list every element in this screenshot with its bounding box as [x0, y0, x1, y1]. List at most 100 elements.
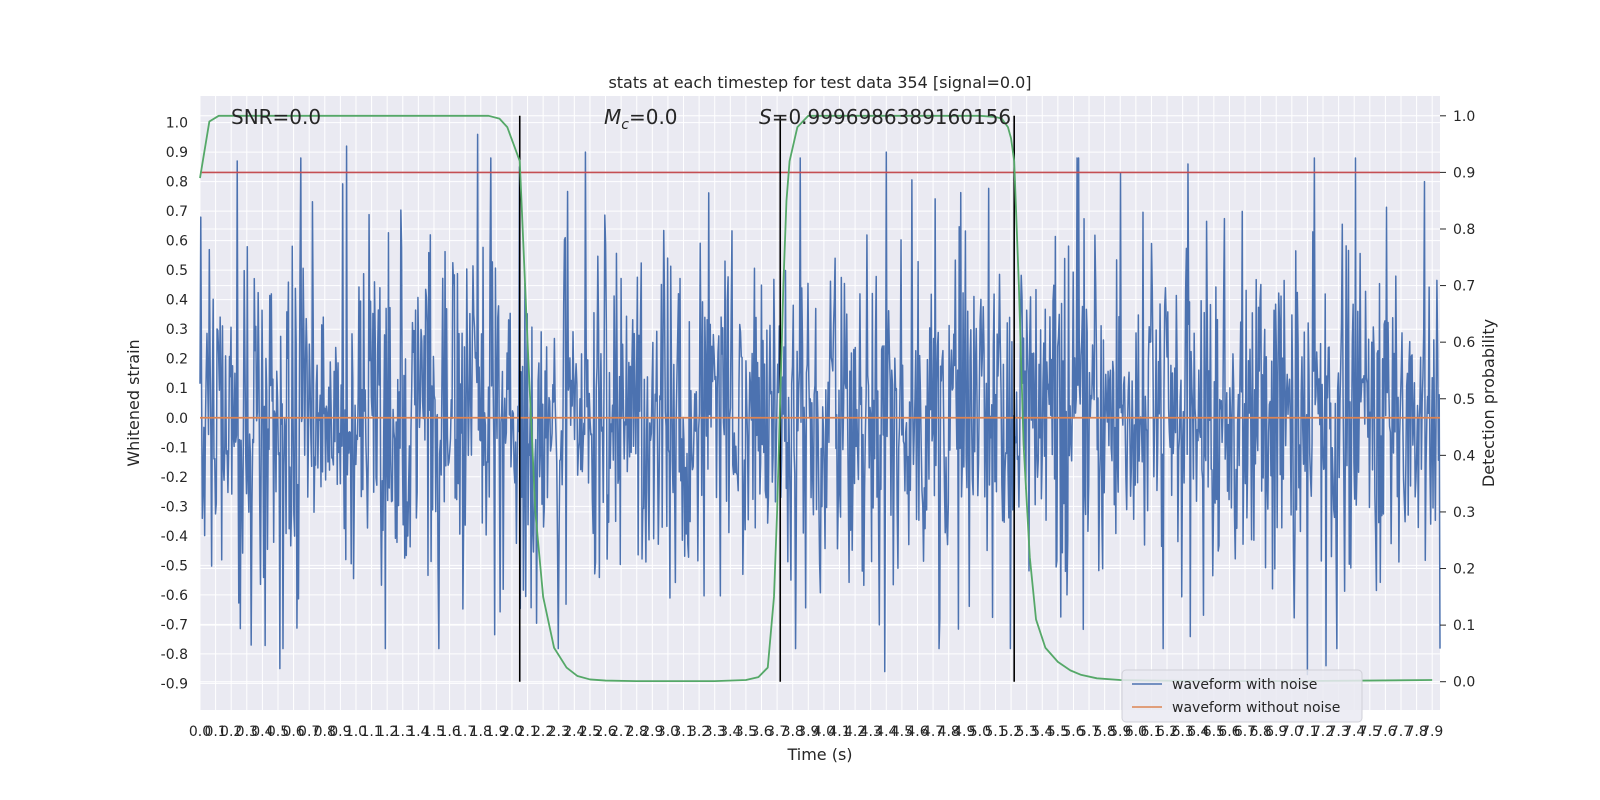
chart-title: stats at each timestep for test data 354… — [608, 73, 1031, 92]
y-tick-label: 0.4 — [166, 293, 188, 309]
x-tick-label: 0.5 — [267, 724, 289, 740]
legend-label-noise: waveform with noise — [1172, 677, 1317, 693]
x-tick-label: 4.1 — [828, 724, 850, 740]
y-tick-label: 0.6 — [166, 234, 188, 250]
x-tick-label: 5.4 — [1031, 724, 1053, 740]
x-tick-label: 6.4 — [1187, 724, 1209, 740]
x-tick-label: 7.9 — [1421, 724, 1443, 740]
legend-label-clean: waveform without noise — [1172, 700, 1340, 716]
x-tick-label: 6.8 — [1249, 724, 1271, 740]
x-tick-label: 0.2 — [220, 724, 242, 740]
x-tick-label: 5.1 — [984, 724, 1006, 740]
y2-tick-label: 0.2 — [1453, 562, 1475, 578]
y-axis-ticks: -0.9 -0.8 -0.7 -0.6 -0.5 -0.4 -0.3 -0.2 -0.1 0.0 0… — [161, 116, 188, 693]
x-tick-label: 6.3 — [1172, 724, 1194, 740]
x-tick-label: 0.3 — [236, 724, 258, 740]
x-tick-label: 3.9 — [797, 724, 819, 740]
y2-tick-label: 0.9 — [1453, 165, 1475, 181]
x-tick-label: 3.8 — [782, 724, 804, 740]
x-tick-label: 1.6 — [438, 724, 460, 740]
probability-overlay — [199, 114, 1440, 683]
x-tick-label: 3.6 — [750, 724, 772, 740]
x-tick-label: 1.8 — [470, 724, 492, 740]
x-tick-label: 2.2 — [532, 724, 554, 740]
y2-tick-label: 1.0 — [1453, 109, 1475, 125]
x-tick-label: 5.2 — [1000, 724, 1022, 740]
x-tick-label: 5.7 — [1078, 724, 1100, 740]
x-tick-label: 3.5 — [735, 724, 757, 740]
chirp-mass-symbol: M — [604, 105, 621, 129]
x-tick-label: 7.2 — [1312, 724, 1334, 740]
y-tick-label: 0.9 — [166, 145, 188, 161]
x-tick-label: 4.3 — [860, 724, 882, 740]
y-tick-label: 0.2 — [166, 352, 188, 368]
y-tick-label: 0.3 — [166, 322, 188, 338]
y-tick-label: 0.1 — [166, 381, 188, 397]
x-axis-label: Time (s) — [786, 745, 852, 764]
waveform-with-noise-series — [199, 133, 1441, 676]
x-tick-label: 5.8 — [1094, 724, 1116, 740]
x-tick-label: 7.6 — [1374, 724, 1396, 740]
y-tick-label: -0.1 — [161, 440, 188, 456]
x-axis-ticks: 0.00.10.20.30.40.50.60.70.80.91.01.11.21… — [189, 724, 1443, 740]
noise-waveform-line — [199, 133, 1441, 676]
y-axis-label: Whitened strain — [124, 339, 143, 466]
x-tick-label: 6.9 — [1265, 724, 1287, 740]
x-tick-label: 1.1 — [360, 724, 382, 740]
x-tick-label: 1.7 — [454, 724, 476, 740]
x-tick-label: 4.6 — [906, 724, 928, 740]
score-symbol: S — [759, 105, 772, 129]
y2-tick-label: 0.6 — [1453, 335, 1475, 351]
y2-tick-label: 0.1 — [1453, 618, 1475, 634]
y-tick-label: 0.5 — [166, 263, 188, 279]
y-tick-label: 0.8 — [166, 175, 188, 191]
x-tick-label: 3.1 — [672, 724, 694, 740]
x-tick-label: 2.5 — [579, 724, 601, 740]
x-tick-label: 7.5 — [1359, 724, 1381, 740]
x-tick-label: 2.7 — [610, 724, 632, 740]
x-tick-label: 2.4 — [563, 724, 585, 740]
y2-axis-label: Detection probability — [1479, 319, 1498, 487]
y2-tick-label: 0.3 — [1453, 505, 1475, 521]
x-tick-label: 6.7 — [1234, 724, 1256, 740]
x-tick-label: 4.7 — [922, 724, 944, 740]
x-tick-label: 1.3 — [392, 724, 414, 740]
x-tick-label: 5.5 — [1047, 724, 1069, 740]
y2-tick-label: 0.4 — [1453, 448, 1475, 464]
y-tick-label: 0.0 — [166, 411, 188, 427]
y-tick-label: -0.4 — [161, 529, 188, 545]
x-tick-label: 1.5 — [423, 724, 445, 740]
x-tick-label: 2.1 — [516, 724, 538, 740]
x-tick-label: 3.0 — [657, 724, 679, 740]
x-tick-label: 5.9 — [1109, 724, 1131, 740]
x-tick-label: 2.9 — [641, 724, 663, 740]
x-tick-label: 6.5 — [1203, 724, 1225, 740]
x-tick-label: 5.0 — [969, 724, 991, 740]
chirp-mass-annotation: Mc=0.0 — [604, 105, 678, 133]
x-tick-label: 7.0 — [1281, 724, 1303, 740]
y2-tick-label: 0.8 — [1453, 222, 1475, 238]
legend: waveform with noise waveform without noi… — [1121, 669, 1363, 723]
y2-axis-ticks: 0.0 0.1 0.2 0.3 0.4 0.5 0.6 0.7 0.8 0.9 1.0 — [1440, 109, 1475, 691]
x-tick-label: 3.2 — [688, 724, 710, 740]
x-tick-label: 0.4 — [251, 724, 273, 740]
x-tick-label: 7.8 — [1405, 724, 1427, 740]
x-tick-label: 0.8 — [314, 724, 336, 740]
legend-box — [1121, 669, 1363, 723]
x-tick-label: 6.1 — [1140, 724, 1162, 740]
x-tick-label: 2.6 — [594, 724, 616, 740]
x-tick-label: 4.2 — [844, 724, 866, 740]
x-tick-label: 2.0 — [501, 724, 523, 740]
chirp-mass-value: =0.0 — [629, 105, 678, 129]
y-tick-label: 1.0 — [166, 116, 188, 132]
snr-annotation: SNR=0.0 — [231, 105, 321, 129]
y-tick-label: -0.8 — [161, 647, 188, 663]
x-tick-label: 6.0 — [1125, 724, 1147, 740]
y-tick-label: -0.2 — [161, 470, 188, 486]
y-tick-label: -0.7 — [161, 617, 188, 633]
x-tick-label: 7.4 — [1343, 724, 1365, 740]
detection-probability-line — [199, 114, 1433, 683]
y2-tick-label: 0.7 — [1453, 279, 1475, 295]
y-tick-label: -0.5 — [161, 558, 188, 574]
